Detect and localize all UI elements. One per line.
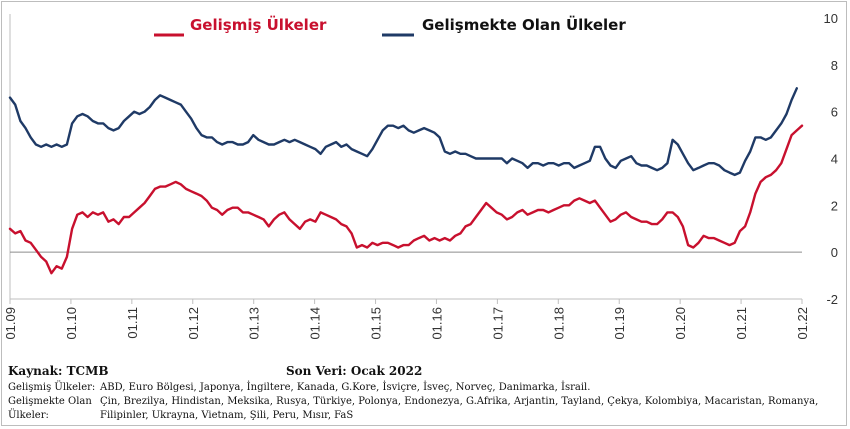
x-tick-label: 01.22 bbox=[795, 307, 810, 340]
series-group bbox=[8, 87, 804, 275]
x-tick-label: 01.12 bbox=[186, 307, 201, 340]
x-tick-label: 01.16 bbox=[429, 307, 444, 340]
x-tick-label: 01.19 bbox=[612, 307, 627, 340]
y-tick-label: 4 bbox=[831, 152, 838, 167]
line-chart: 01.09 01.10 01.11 01.12 01.13 01.14 01.15 01.16… bbox=[3, 11, 838, 340]
x-tick-label: 01.20 bbox=[673, 307, 688, 340]
series-line-emerging bbox=[8, 87, 798, 177]
x-tick-label: 01.10 bbox=[64, 307, 79, 340]
legend: Gelişmiş Ülkeler Gelişmekte Olan Ülkeler bbox=[154, 15, 626, 37]
y-tick-label: -2 bbox=[826, 292, 838, 307]
x-tick-label: 01.18 bbox=[551, 307, 566, 340]
y-tick-label: 10 bbox=[824, 11, 838, 26]
last-data-label: Son Veri: Ocak 2022 bbox=[286, 364, 423, 378]
developed-group-label: Gelişmiş Ülkeler: bbox=[8, 382, 96, 393]
emerging-countries-list-line1: Çin, Brezilya, Hindistan, Meksika, Rusya… bbox=[100, 396, 819, 407]
y-tick-label: 6 bbox=[831, 105, 838, 120]
emerging-group-label-line1: Gelişmekte Olan bbox=[8, 396, 92, 407]
x-tick-label: 01.15 bbox=[369, 307, 384, 340]
y-tick-label: 8 bbox=[831, 58, 838, 73]
y-tick-label: 0 bbox=[831, 245, 838, 260]
x-tick-label: 01.14 bbox=[308, 307, 323, 340]
y-tick-group: -2 0 2 4 6 8 10 bbox=[824, 11, 838, 307]
x-tick-label: 01.11 bbox=[125, 307, 140, 339]
x-tick-label: 01.17 bbox=[490, 307, 505, 340]
legend-label-developed: Gelişmiş Ülkeler bbox=[190, 15, 327, 34]
emerging-group-label-line2: Ülkeler: bbox=[8, 410, 49, 421]
series-line-developed bbox=[8, 124, 804, 275]
legend-label-emerging: Gelişmekte Olan Ülkeler bbox=[422, 15, 626, 34]
x-tick-label: 01.13 bbox=[247, 307, 262, 340]
emerging-countries-list-line2: Filipinler, Ukrayna, Vietnam, Şili, Peru… bbox=[100, 410, 354, 421]
source-label: Kaynak: TCMB bbox=[8, 364, 109, 378]
x-tick-group: 01.09 01.10 01.11 01.12 01.13 01.14 01.15 01.16… bbox=[3, 299, 810, 340]
developed-countries-list: ABD, Euro Bölgesi, Japonya, İngiltere, K… bbox=[100, 382, 591, 393]
x-tick-label: 01.21 bbox=[734, 307, 749, 340]
x-tick-label: 01.09 bbox=[3, 307, 18, 340]
y-tick-label: 2 bbox=[831, 198, 838, 213]
